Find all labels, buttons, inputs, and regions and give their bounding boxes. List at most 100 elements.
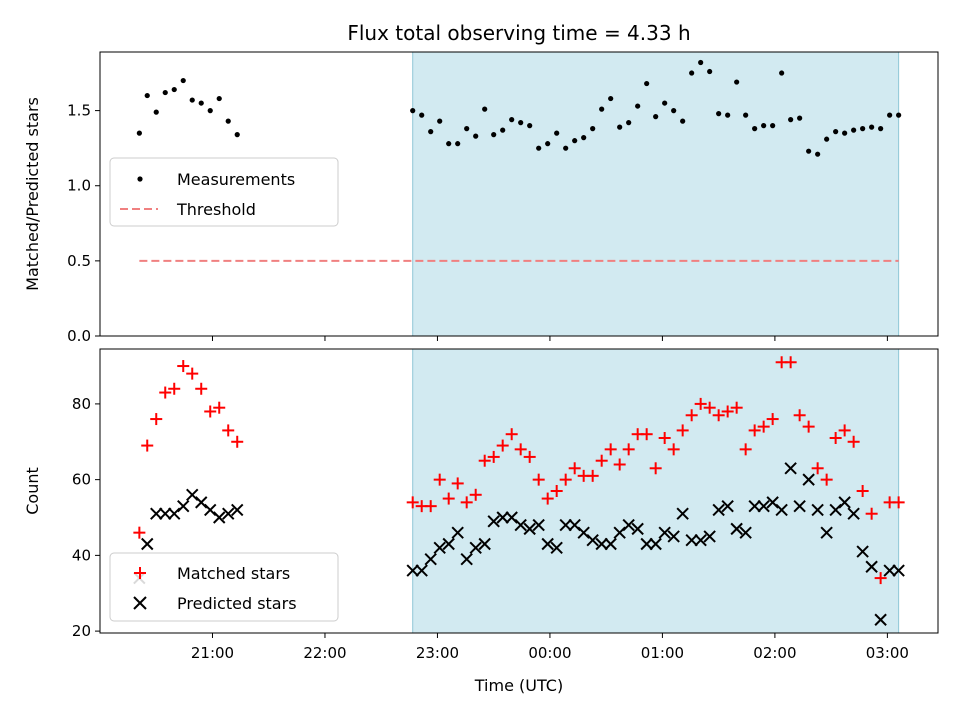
point-predicted-star bbox=[204, 503, 217, 517]
point-predicted-star bbox=[141, 537, 154, 551]
cross-b bbox=[667, 530, 680, 543]
point-predicted-star bbox=[838, 496, 851, 509]
cross-b bbox=[595, 537, 608, 551]
point-matched-star bbox=[703, 401, 716, 414]
point-matched-star bbox=[424, 500, 437, 513]
point-measurement bbox=[410, 108, 416, 114]
point-matched-star bbox=[793, 409, 806, 422]
cross-b bbox=[478, 537, 491, 551]
point-measurement bbox=[653, 114, 659, 120]
cross-b bbox=[721, 499, 734, 513]
point-predicted-star bbox=[168, 507, 181, 520]
y-tick-label: 0.0 bbox=[67, 327, 91, 345]
point-measurement bbox=[824, 136, 830, 142]
point-matched-star bbox=[231, 435, 244, 448]
point-matched-star bbox=[640, 428, 653, 441]
cross-b bbox=[838, 496, 851, 509]
point-matched-star bbox=[133, 526, 146, 539]
point-predicted-star bbox=[748, 499, 761, 513]
point-predicted-star bbox=[721, 499, 734, 513]
point-predicted-star bbox=[514, 518, 527, 532]
measurement-points bbox=[136, 59, 902, 157]
cross-b bbox=[658, 526, 671, 539]
cross-b bbox=[784, 462, 797, 475]
point-matched-star bbox=[514, 443, 527, 456]
point-matched-star bbox=[595, 454, 608, 467]
point-measurement bbox=[491, 132, 497, 138]
point-measurement bbox=[509, 117, 515, 123]
point-matched-star bbox=[676, 424, 689, 437]
point-predicted-star bbox=[550, 541, 563, 555]
point-predicted-star bbox=[811, 503, 824, 517]
point-matched-star bbox=[730, 401, 743, 414]
point-measurement bbox=[536, 145, 542, 151]
point-matched-star bbox=[892, 496, 905, 509]
point-predicted-star bbox=[177, 499, 190, 513]
point-predicted-star bbox=[469, 541, 482, 555]
cross-b bbox=[703, 530, 716, 543]
point-predicted-star bbox=[505, 511, 518, 524]
cross-b bbox=[829, 503, 842, 517]
cross-b bbox=[820, 526, 833, 539]
cross-b bbox=[577, 526, 590, 539]
point-measurement bbox=[815, 151, 821, 157]
cross-b bbox=[730, 522, 743, 536]
point-measurement bbox=[572, 138, 578, 144]
cross-b bbox=[586, 534, 599, 547]
point-measurement bbox=[225, 118, 231, 124]
cross-b bbox=[856, 545, 869, 558]
legend-marker-predicted bbox=[133, 596, 147, 610]
legend-label-threshold: Threshold bbox=[176, 200, 256, 219]
point-measurement bbox=[437, 118, 443, 124]
x-tick-label: 02:00 bbox=[753, 644, 796, 662]
legend-bottom: Matched stars Predicted stars bbox=[109, 552, 339, 622]
point-predicted-star bbox=[541, 537, 554, 551]
point-matched-star bbox=[451, 477, 464, 490]
cross-b bbox=[847, 507, 860, 520]
point-measurement bbox=[761, 123, 767, 129]
point-measurement bbox=[207, 108, 213, 114]
point-predicted-star bbox=[739, 526, 752, 539]
point-predicted-star bbox=[865, 560, 878, 573]
legend-label-matched: Matched stars bbox=[177, 564, 290, 583]
cross-b bbox=[487, 515, 500, 528]
cross-b bbox=[550, 541, 563, 555]
cross-b bbox=[442, 537, 455, 551]
point-matched-star bbox=[213, 401, 226, 414]
point-matched-star bbox=[757, 420, 770, 433]
x-tick-label: 21:00 bbox=[191, 644, 234, 662]
cross-b bbox=[568, 518, 581, 532]
cross-b bbox=[213, 511, 226, 524]
observing-span-shade bbox=[412, 348, 900, 634]
point-matched-star bbox=[829, 431, 842, 444]
point-measurement bbox=[689, 70, 695, 76]
point-predicted-star bbox=[694, 534, 707, 547]
point-predicted-star bbox=[793, 499, 806, 513]
legend-top: Measurements Threshold bbox=[109, 157, 339, 227]
point-predicted-star bbox=[159, 507, 172, 520]
x-tick-label: 23:00 bbox=[416, 644, 459, 662]
point-predicted-star bbox=[856, 545, 869, 558]
point-matched-star bbox=[865, 507, 878, 520]
point-measurement bbox=[234, 132, 240, 138]
axes-frame-bottom bbox=[99, 348, 939, 634]
point-predicted-star bbox=[658, 526, 671, 539]
point-measurement bbox=[869, 124, 875, 130]
point-predicted-star bbox=[406, 564, 419, 577]
cross-b bbox=[469, 541, 482, 555]
point-matched-star bbox=[784, 356, 797, 369]
cross-b bbox=[694, 534, 707, 547]
point-matched-star bbox=[721, 405, 734, 418]
cross-b bbox=[496, 511, 509, 524]
point-measurement bbox=[500, 127, 506, 133]
cross-b bbox=[415, 564, 428, 577]
cross-b bbox=[676, 507, 689, 520]
cross-b bbox=[775, 503, 788, 517]
point-measurement bbox=[707, 68, 713, 75]
x-ticks-top bbox=[211, 336, 888, 341]
point-predicted-star bbox=[892, 564, 905, 577]
x-tick-label: 01:00 bbox=[641, 644, 684, 662]
legend-box-bottom bbox=[109, 552, 339, 622]
point-measurement bbox=[716, 111, 722, 117]
cross-b bbox=[451, 526, 464, 539]
